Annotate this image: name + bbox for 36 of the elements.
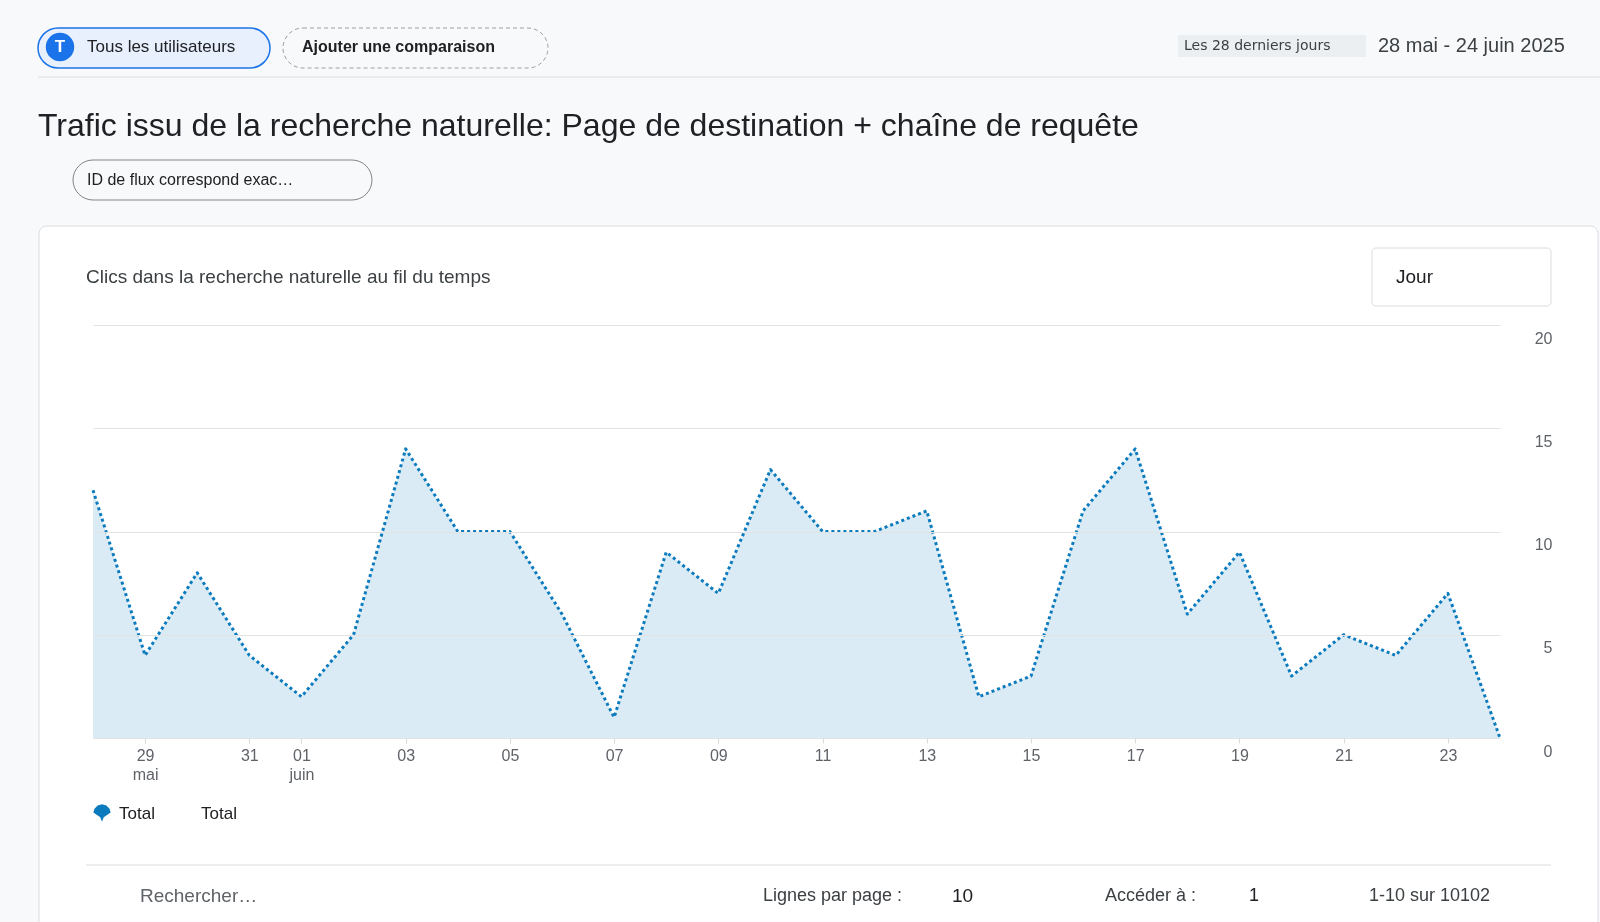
x-tick-label: 31 xyxy=(240,746,259,764)
text: Total xyxy=(201,804,237,823)
text: T xyxy=(54,37,66,56)
x-tick-label: 09 xyxy=(709,746,728,764)
chart-title: Trafic issu de la recherche naturelle: Page de destination + chaîne de requête xyxy=(38,107,1139,143)
x-tick-label: 05 xyxy=(501,746,520,764)
text: Ajouter une comparaison xyxy=(302,38,495,55)
x-tick-label: 23 xyxy=(1439,746,1458,764)
text: Tous les utilisateurs xyxy=(87,37,236,56)
x-tick-label: 17 xyxy=(1126,746,1145,764)
y-tick-label: 0 xyxy=(1543,742,1553,760)
text: 1-10 sur 10102 xyxy=(1369,885,1491,905)
y-tick-label: 20 xyxy=(1534,329,1553,347)
y-tick-label: 10 xyxy=(1534,536,1553,553)
text: Rechercher… xyxy=(140,885,258,906)
x-tick-label: 21 xyxy=(1335,746,1354,764)
x-tick-label: 07 xyxy=(605,746,624,764)
text: 28 mai - 24 juin 2025 xyxy=(1378,34,1565,56)
x-tick-label: 01 juin xyxy=(288,746,315,783)
x-tick-label: 13 xyxy=(918,746,937,764)
text: 1 xyxy=(1249,885,1260,905)
y-tick-label: 5 xyxy=(1543,639,1553,657)
x-tick-label: 15 xyxy=(1022,746,1041,764)
chart-subtitle: Clics dans la recherche naturelle au fil du temps xyxy=(86,266,491,287)
text: 10 xyxy=(952,885,974,906)
x-tick-label: 19 xyxy=(1231,746,1249,764)
text: Les 28 derniers jours xyxy=(1184,37,1331,53)
text: ID de flux correspond exac… xyxy=(87,171,294,188)
legend-label: Total xyxy=(119,804,155,823)
x-tick-label: 03 xyxy=(397,746,416,764)
x-tick-label: 11 xyxy=(814,746,832,764)
x-tick-label: 29 mai xyxy=(132,746,159,783)
text: Lignes par page : xyxy=(763,885,903,905)
text: Accéder à : xyxy=(1105,885,1197,905)
y-tick-label: 15 xyxy=(1534,432,1553,450)
text: Jour xyxy=(1396,266,1434,287)
